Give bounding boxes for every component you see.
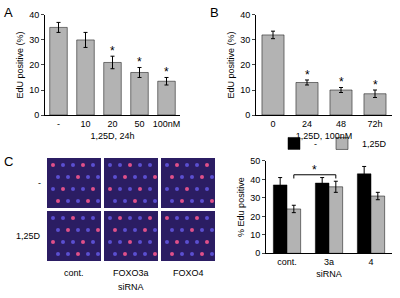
svg-text:1,25D: 1,25D [362, 139, 387, 149]
svg-text:1,25D, 24h: 1,25D, 24h [90, 131, 134, 141]
svg-text:1,25D: 1,25D [16, 231, 41, 241]
svg-text:siRNA: siRNA [316, 269, 342, 279]
svg-text:4: 4 [368, 257, 373, 267]
svg-text:A: A [4, 5, 13, 20]
svg-text:20: 20 [107, 119, 117, 129]
svg-text:40: 40 [29, 10, 39, 20]
svg-text:30: 30 [250, 193, 260, 203]
svg-text:100nM: 100nM [153, 119, 181, 129]
svg-text:72h: 72h [367, 119, 382, 129]
svg-text:*: * [110, 44, 115, 58]
svg-text:0: 0 [270, 119, 275, 129]
svg-text:10: 10 [250, 230, 260, 240]
svg-text:-: - [57, 119, 60, 129]
svg-text:*: * [137, 55, 142, 69]
svg-text:*: * [373, 78, 378, 92]
svg-text:C: C [4, 154, 13, 169]
svg-text:10: 10 [80, 119, 90, 129]
svg-text:B: B [210, 5, 219, 20]
svg-text:0: 0 [245, 110, 250, 120]
svg-text:30: 30 [240, 35, 250, 45]
svg-text:-: - [314, 139, 317, 149]
svg-text:*: * [305, 68, 310, 82]
svg-text:3a: 3a [324, 257, 334, 267]
svg-text:20: 20 [240, 60, 250, 70]
svg-text:-: - [38, 178, 41, 188]
svg-text:*: * [164, 65, 169, 79]
svg-text:48: 48 [336, 119, 346, 129]
svg-text:24: 24 [302, 119, 312, 129]
svg-text:EdU positive (%): EdU positive (%) [226, 31, 236, 98]
svg-text:% Edu positive: % Edu positive [236, 177, 246, 237]
svg-text:40: 40 [240, 10, 250, 20]
svg-text:FOXO3a: FOXO3a [113, 268, 149, 278]
svg-text:0: 0 [255, 248, 260, 258]
svg-text:*: * [312, 163, 317, 177]
svg-text:cont.: cont. [277, 257, 297, 267]
svg-text:EdU positive (%): EdU positive (%) [15, 31, 25, 98]
svg-text:30: 30 [29, 35, 39, 45]
svg-text:10: 10 [29, 85, 39, 95]
svg-text:1,25D, 100nM: 1,25D, 100nM [296, 131, 353, 141]
svg-text:20: 20 [250, 212, 260, 222]
svg-text:0: 0 [34, 110, 39, 120]
svg-text:50: 50 [134, 119, 144, 129]
svg-text:siRNA: siRNA [118, 282, 144, 292]
svg-text:FOXO4: FOXO4 [173, 268, 204, 278]
svg-text:*: * [339, 75, 344, 89]
svg-text:50: 50 [250, 156, 260, 166]
svg-text:20: 20 [29, 60, 39, 70]
svg-text:cont.: cont. [64, 268, 84, 278]
svg-text:40: 40 [250, 175, 260, 185]
svg-text:10: 10 [240, 85, 250, 95]
